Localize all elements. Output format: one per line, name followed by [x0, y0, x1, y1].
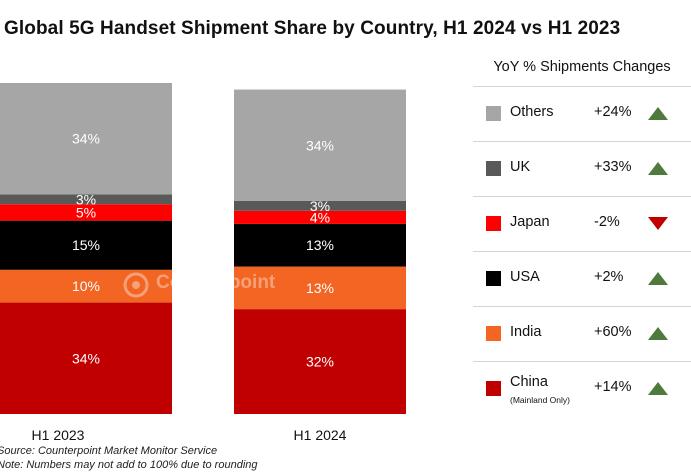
bar-segment-china-h1-2024 [234, 309, 406, 414]
legend-label-japan: Japan [510, 214, 550, 230]
legend-change-china: +14% [594, 379, 632, 395]
legend-swatch-uk [486, 161, 501, 176]
legend-label-uk: UK [510, 159, 531, 175]
triangle-up-icon [648, 107, 668, 120]
legend-change-uk: +33% [594, 159, 632, 175]
legend-change-japan: -2% [594, 214, 620, 230]
legend-swatch-usa [486, 271, 501, 286]
triangle-up-icon [648, 382, 668, 395]
rounding-note: Note: Numbers may not add to 100% due to… [0, 459, 258, 471]
triangle-up-icon [648, 327, 668, 340]
yoy-legend-panel: YoY % Shipments Changes Others +24% UK +33%… [473, 50, 691, 405]
legend-header: YoY % Shipments Changes [493, 59, 671, 75]
triangle-up-icon [648, 272, 668, 285]
bar-segment-india-h1-2023 [0, 269, 172, 303]
legend-row-uk: UK +33% [473, 141, 691, 196]
data-label-uk-h1-2023: 3% [76, 191, 96, 207]
bar-segment-india-h1-2024 [234, 266, 406, 310]
stacked-bar-chart: 34%10%15%5%3%34%H1 202332%13%13%4%3%34%H… [0, 83, 406, 443]
legend-row-china: China (Mainland Only) +14% [473, 361, 691, 416]
bar-segment-china-h1-2023 [0, 302, 172, 414]
data-label-japan-h1-2023: 5% [76, 204, 96, 220]
data-label-others-h1-2023: 34% [72, 131, 100, 147]
legend-swatch-china [486, 381, 501, 396]
bar-segment-others-h1-2024 [234, 89, 406, 201]
bar-segment-others-h1-2023 [0, 83, 172, 195]
data-label-usa-h1-2023: 15% [72, 237, 100, 253]
chart-title: Global 5G Handset Shipment Share by Coun… [4, 18, 621, 39]
legend-swatch-india [486, 326, 501, 341]
bar-segment-usa-h1-2024 [234, 223, 406, 267]
triangle-down-icon [648, 217, 668, 230]
legend-change-india: +60% [594, 324, 632, 340]
x-tick-label-h1-2023: H1 2023 [32, 427, 85, 443]
data-label-japan-h1-2024: 4% [310, 209, 330, 225]
data-label-india-h1-2024: 13% [306, 280, 334, 296]
legend-row-japan: Japan -2% [473, 196, 691, 251]
legend-sublabel-china: (Mainland Only) [510, 395, 570, 405]
source-note: Source: Counterpoint Market Monitor Serv… [0, 445, 218, 457]
legend-swatch-japan [486, 216, 501, 231]
legend-row-usa: USA +2% [473, 251, 691, 306]
data-label-china-h1-2024: 32% [306, 354, 334, 370]
data-label-others-h1-2024: 34% [306, 137, 334, 153]
data-label-uk-h1-2024: 3% [310, 198, 330, 214]
legend-label-others: Others [510, 104, 554, 120]
data-label-china-h1-2023: 34% [72, 350, 100, 366]
data-label-india-h1-2023: 10% [72, 278, 100, 294]
legend-label-china: China [510, 374, 548, 390]
legend-row-india: India +60% [473, 306, 691, 361]
legend-row-others: Others +24% [473, 86, 691, 141]
bar-segment-japan-h1-2024 [234, 210, 406, 224]
legend-label-india: India [510, 324, 542, 340]
bar-segment-uk-h1-2024 [234, 200, 406, 211]
bar-segment-japan-h1-2023 [0, 204, 172, 221]
x-tick-label-h1-2024: H1 2024 [294, 427, 347, 443]
data-label-usa-h1-2024: 13% [306, 237, 334, 253]
legend-change-others: +24% [594, 104, 632, 120]
triangle-up-icon [648, 162, 668, 175]
legend-swatch-others [486, 106, 501, 121]
legend-label-usa: USA [510, 269, 540, 285]
bar-segment-usa-h1-2023 [0, 220, 172, 270]
bar-segment-uk-h1-2023 [0, 194, 172, 205]
legend-change-usa: +2% [594, 269, 624, 285]
